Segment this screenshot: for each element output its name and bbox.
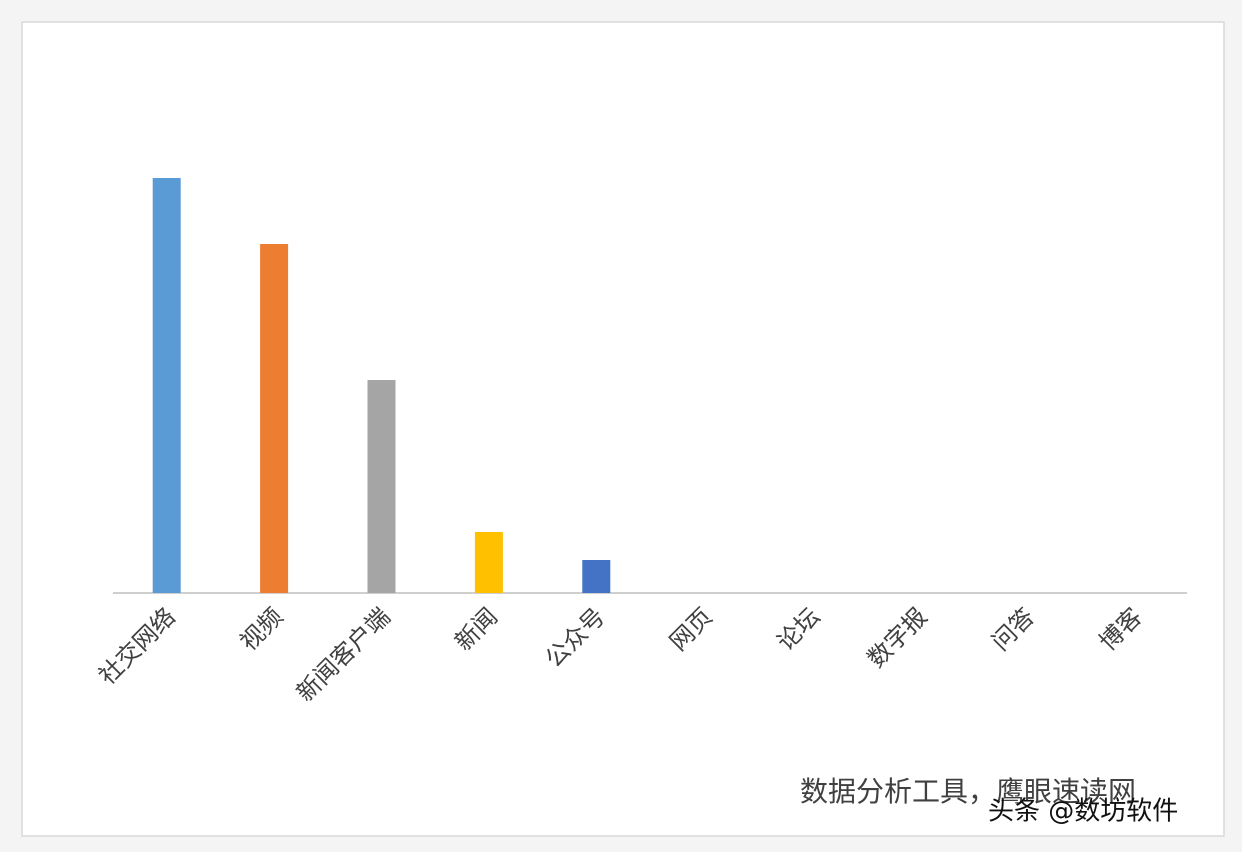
watermark: 头条 @数坊软件 (988, 797, 1178, 827)
bar (582, 560, 611, 593)
chart-area (21, 21, 1225, 837)
bar (152, 178, 181, 593)
bar (260, 244, 289, 593)
bar (367, 380, 396, 593)
bar (474, 532, 503, 593)
watermark: 数据分析工具，鹰眼速读网 (800, 775, 1136, 808)
